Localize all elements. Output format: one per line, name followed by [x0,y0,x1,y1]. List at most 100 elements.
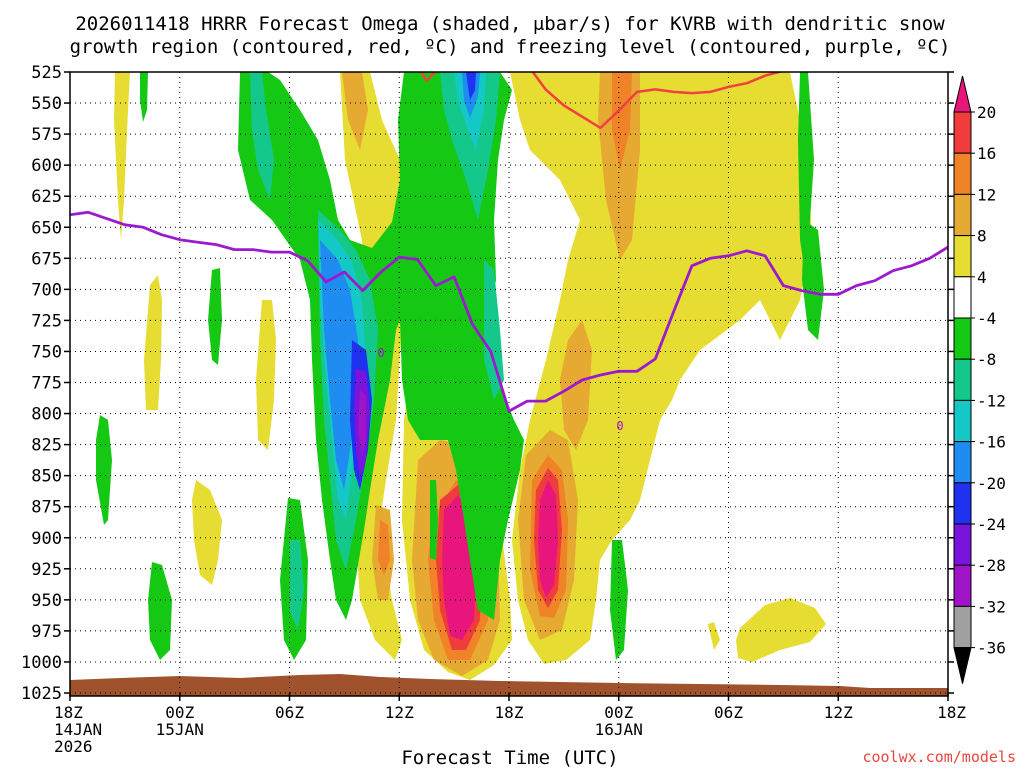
omega-shading [96,72,826,680]
freezing-level-label-2: 0 [616,419,623,433]
y-axis: 525 550 575 600 625 650 675 700 725 750 775 800 825 8… [21,63,954,704]
colorbar-label: 20 [977,103,996,122]
colorbar-swatch [953,564,972,607]
colorbar-swatch-top [953,75,972,113]
x-tick-label: 18Z [495,703,524,722]
colorbar-label: 8 [977,227,987,246]
colorbar-swatch [953,523,972,566]
colorbar-swatch-bottom [953,647,972,684]
omega-fill-yellow-left-2 [144,275,162,410]
y-tick-label: 1000 [21,653,62,673]
colorbar-swatch [953,317,972,360]
y-tick-label: 875 [31,498,62,518]
colorbar-swatch [953,193,972,237]
colorbar-swatch [953,399,972,443]
terrain-surface [70,674,948,696]
freezing-level-line [70,210,948,413]
colorbar-swatch [953,111,972,154]
y-tick-label: 850 [31,467,62,487]
x-tick-year: 2026 [54,737,93,756]
x-tick-label: 00Z [165,703,194,722]
omega-fill-yellow-lower-right-2 [708,622,720,650]
y-tick-label: 525 [31,63,62,83]
y-tick-label: 750 [31,342,62,362]
colorbar-swatch [953,605,972,649]
x-tick-date: 15JAN [156,720,204,739]
x-tick-date: 14JAN [54,720,102,739]
omega-fill-teal-4 [290,540,304,630]
y-tick-label: 1025 [21,684,62,704]
omega-fill-green-small-7 [610,540,628,660]
source-credit: coolwx.com/models [862,748,1016,766]
y-tick-label: 575 [31,125,62,145]
y-tick-label: 825 [31,436,62,456]
colorbar-swatch [953,441,972,484]
omega-fill-yellow-left-1 [114,72,130,240]
colorbar-label: -16 [977,433,1006,452]
colorbar-label: -32 [977,597,1006,616]
omega-fill-green-small-3 [208,268,222,365]
y-tick-label: 900 [31,529,62,549]
omega-fill-teal-1 [250,72,274,200]
y-tick-label: 975 [31,622,62,642]
omega-fill-green-small-1 [140,72,148,122]
omega-fill-darkorange-2 [378,520,390,575]
y-tick-label: 700 [31,280,62,300]
x-tick-label: 12Z [824,703,853,722]
omega-fill-green-right-2 [802,220,824,340]
y-tick-label: 650 [31,218,62,238]
x-tick-label: 12Z [385,703,414,722]
dgz-contour-line [420,72,784,130]
y-tick-label: 675 [31,249,62,269]
colorbar-swatch [953,235,972,278]
omega-fill-purple-1 [358,390,366,456]
colorbar-label: -8 [977,350,996,369]
colorbar-label: 12 [977,185,996,204]
colorbar-label: -20 [977,474,1006,493]
grid-lines [70,72,948,696]
colorbar-label: 16 [977,144,996,163]
omega-fill-orange-1 [342,72,368,150]
omega-fill-yellow-left-3 [192,480,222,585]
colorbar-swatch [953,276,972,319]
x-tick-label: 00Z [604,703,633,722]
omega-fill-magenta-2 [538,480,558,598]
omega-fill-yellow-right-big [510,72,812,664]
colorbar-swatch [953,482,972,525]
omega-fill-green-right [798,72,814,280]
omega-fill-yellow-left-4 [256,300,276,450]
x-tick-label: 06Z [714,703,743,722]
y-tick-label: 725 [31,311,62,331]
colorbar-label: -12 [977,391,1006,410]
colorbar-label: -28 [977,556,1006,575]
omega-fill-blue-1 [320,240,358,490]
x-tick-date: 16JAN [595,720,643,739]
chart-title-line-2: growth region (contoured, red, ºC) and f… [70,36,951,58]
colorbar-label: 4 [977,268,987,287]
x-tick-label: 06Z [275,703,304,722]
y-tick-label: 775 [31,374,62,394]
y-tick-label: 625 [31,187,62,207]
colorbar-label: -4 [977,309,996,328]
omega-fill-green-small-4 [148,562,172,660]
omega-fill-darkorange-3 [612,72,632,170]
y-tick-label: 550 [31,94,62,114]
colorbar-swatch [953,152,972,195]
freezing-level-label-1: 0 [377,346,384,360]
colorbar: 20 16 12 8 4 -4 -8 -12 -16 -20 -24 -28 -32 -36 [953,75,1006,684]
colorbar-label: -36 [977,639,1006,658]
omega-fill-teal-5 [484,260,504,400]
omega-fill-green-small-6 [430,480,438,560]
contour-layer [70,72,948,413]
y-tick-label: 800 [31,405,62,425]
colorbar-swatch [953,358,972,401]
y-tick-label: 600 [31,156,62,176]
y-tick-label: 925 [31,560,62,580]
omega-fill-teal-3 [440,72,500,220]
x-axis-title: Forecast Time (UTC) [401,747,618,768]
colorbar-label: -24 [977,515,1006,534]
x-tick-label: 18Z [54,703,83,722]
y-tick-label: 950 [31,591,62,611]
x-tick-label: 18Z [937,703,966,722]
